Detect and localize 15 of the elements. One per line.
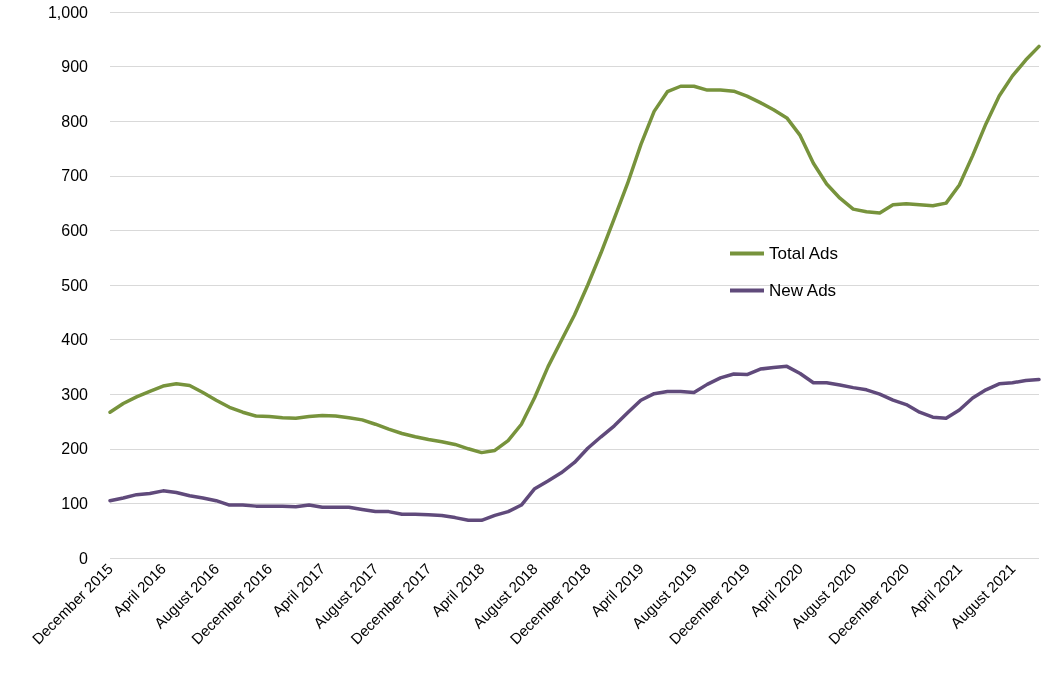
y-tick-label: 300: [61, 385, 89, 403]
line-series: [108, 364, 1041, 523]
y-tick-label: 600: [61, 221, 89, 239]
line-series: [108, 44, 1041, 455]
y-tick-label: 700: [61, 167, 89, 185]
legend-label: Total Ads: [769, 244, 838, 263]
y-tick-label: 400: [61, 331, 89, 349]
y-tick-label: 100: [61, 494, 89, 512]
y-tick-label: 200: [61, 440, 89, 458]
y-tick-label: 500: [61, 276, 89, 294]
y-tick-label: 1,000: [47, 3, 89, 21]
y-tick-label: 900: [61, 58, 89, 76]
legend-label: New Ads: [769, 281, 837, 300]
y-tick-label: 0: [79, 549, 89, 567]
y-tick-label: 800: [61, 112, 89, 130]
